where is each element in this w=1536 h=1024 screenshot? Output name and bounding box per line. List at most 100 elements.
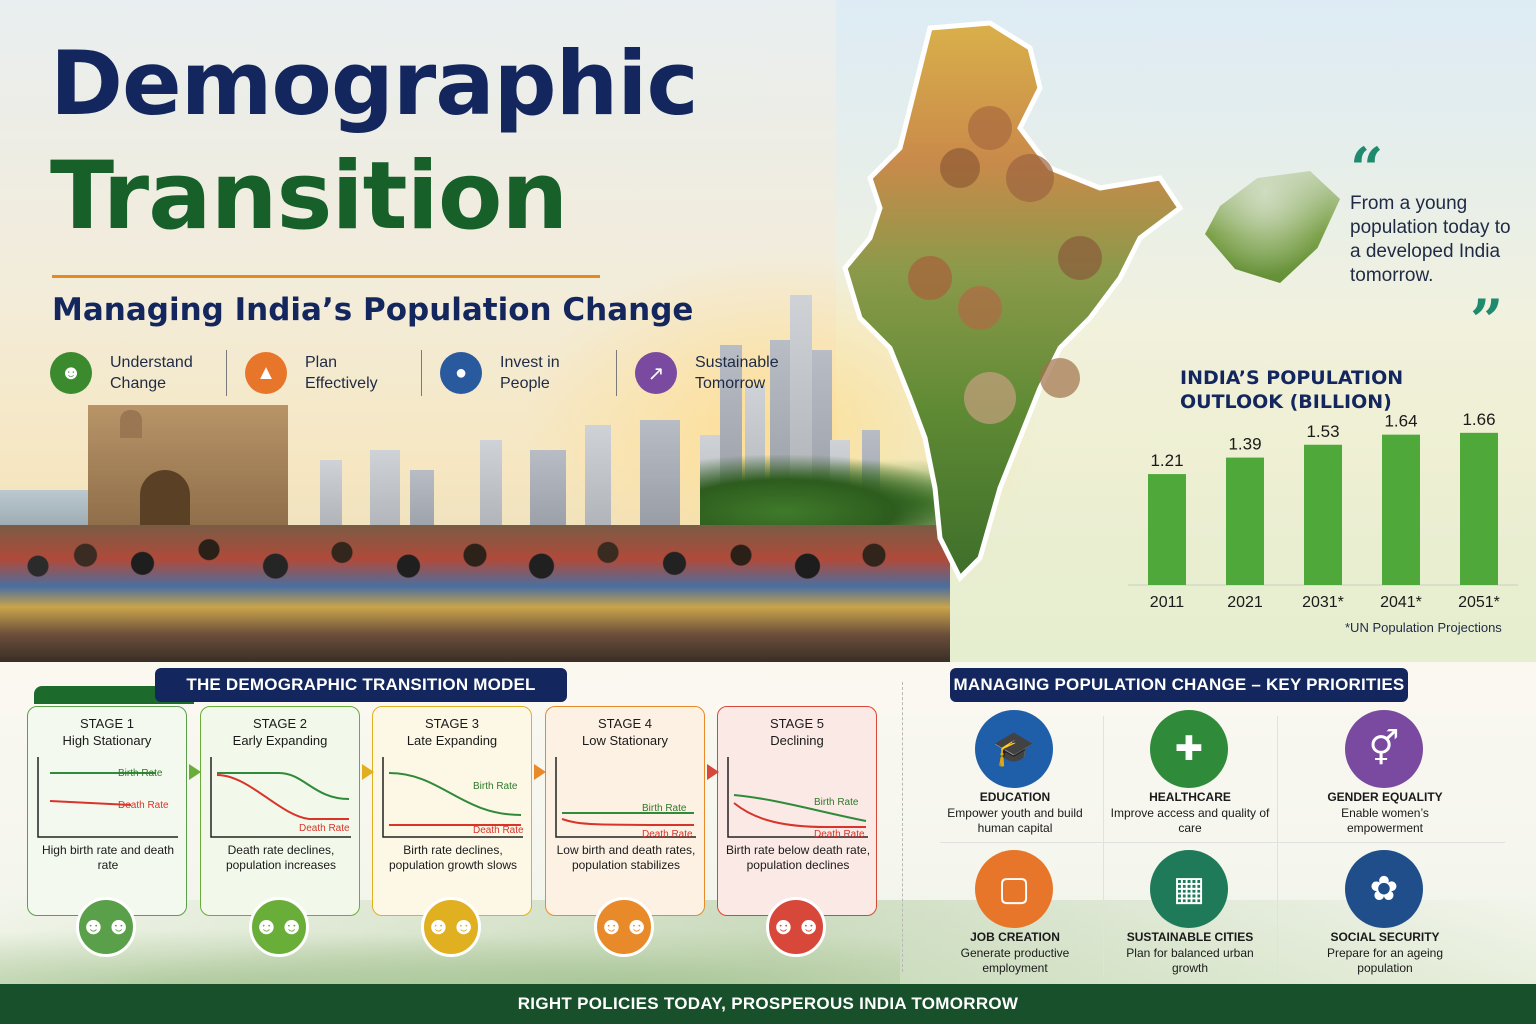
bar-value-label: 1.66 <box>1462 410 1495 429</box>
trend-up-icon: ↗ <box>635 352 677 394</box>
stage-card-5: STAGE 5 Declining Birth Rate Death Rate Birt… <box>717 706 877 957</box>
stage-name: High Stationary <box>62 733 152 748</box>
chart-footnote: *UN Population Projections <box>1345 620 1502 635</box>
death-rate-line <box>49 800 132 806</box>
graph-axis <box>555 757 696 838</box>
priority-title: GENDER EQUALITY <box>1327 790 1443 804</box>
title-divider <box>52 275 600 278</box>
bar-2021 <box>1226 457 1264 585</box>
growth-chart-icon: ▲ <box>245 352 287 394</box>
graph-axis <box>210 757 351 838</box>
section-divider <box>902 682 903 972</box>
priority-gender-equality: ⚥ GENDER EQUALITY Enable women’s empower… <box>1295 710 1475 840</box>
bar-2051 <box>1460 432 1498 585</box>
priority-title: EDUCATION <box>979 790 1051 804</box>
graph-axis <box>727 757 868 838</box>
bar-chart-svg: 1.21 2011 1.39 2021 1.53 2031* 1.64 2041* 1.66 20… <box>1128 410 1518 611</box>
stage-title: STAGE 1 High Stationary <box>28 715 186 749</box>
priority-title: HEALTHCARE <box>1149 790 1231 804</box>
hero-section: Demographic Transition Managing India’s … <box>0 0 1536 662</box>
birth-rate-label: Birth Rate <box>473 781 518 792</box>
stage-title: STAGE 4 Low Stationary <box>546 715 704 749</box>
family-icon: ☻☻ <box>421 897 481 957</box>
stage-title: STAGE 5 Declining <box>718 715 876 749</box>
bar-value-label: 1.21 <box>1150 451 1183 470</box>
stage-card-4: STAGE 4 Low Stationary Birth Rate Death Rat… <box>545 706 705 957</box>
death-rate-label: Death Rate <box>473 825 524 836</box>
priority-separator <box>940 842 1505 843</box>
pillars-row: ☻ Understand Change ▲ Plan Effectively ●… <box>50 350 829 396</box>
pillar-plan-effectively: ▲ Plan Effectively <box>245 350 422 396</box>
pillar-label: Sustainable Tomorrow <box>695 354 779 392</box>
birth-rate-line <box>733 794 867 822</box>
bar-value-label: 1.39 <box>1228 435 1261 454</box>
page-title-line1: Demographic <box>50 32 699 135</box>
pillar-invest-in-people: ● Invest in People <box>440 350 617 396</box>
stage-description: Low birth and death rates, population st… <box>556 843 696 872</box>
priority-desc: Empower youth and build human capital <box>947 806 1083 835</box>
bar-2031 <box>1304 444 1342 585</box>
group-icon: ● <box>440 352 482 394</box>
priority-title: JOB CREATION <box>970 930 1060 944</box>
stage-number: STAGE 2 <box>253 716 307 731</box>
priority-social-security: ✿ SOCIAL SECURITY Prepare for an ageing … <box>1295 850 1475 980</box>
death-rate-line <box>561 818 695 826</box>
pillar-label: Understand Change <box>110 354 193 392</box>
city-icon: ▦ <box>1150 850 1228 928</box>
medical-kit-icon: ✚ <box>1150 710 1228 788</box>
stage-graph: Birth Rate Death Rate <box>555 757 696 839</box>
birth-rate-label: Birth Rate <box>814 797 859 808</box>
pillar-label: Plan Effectively <box>305 354 378 392</box>
caring-hands-icon: ✿ <box>1345 850 1423 928</box>
page-subtitle: Managing India’s Population Change <box>52 292 694 328</box>
stage-title: STAGE 3 Late Expanding <box>373 715 531 749</box>
bar-value-label: 1.53 <box>1306 422 1339 441</box>
stage-name: Declining <box>770 733 824 748</box>
birth-rate-label: Birth Rate <box>118 768 163 779</box>
death-rate-label: Death Rate <box>642 829 693 839</box>
birth-rate-label: Birth Rate <box>642 803 687 814</box>
death-rate-label: Death Rate <box>814 829 865 839</box>
stage-title: STAGE 2 Early Expanding <box>201 715 359 749</box>
bar-2011 <box>1148 474 1186 585</box>
model-heading: THE DEMOGRAPHIC TRANSITION MODEL <box>155 668 567 702</box>
death-rate-line <box>216 774 349 820</box>
india-map-shape <box>842 20 1184 583</box>
briefcase-icon: ▢ <box>975 850 1053 928</box>
priority-desc: Enable women’s empowerment <box>1341 806 1429 835</box>
birth-rate-line <box>388 772 522 816</box>
stage-arrow <box>362 764 374 780</box>
graph-axis <box>382 757 523 838</box>
bar-category-label: 2041* <box>1380 594 1422 611</box>
priorities-heading: MANAGING POPULATION CHANGE – KEY PRIORIT… <box>950 668 1408 702</box>
priority-separator <box>1103 716 1104 976</box>
people-icon: ☻ <box>50 352 92 394</box>
pillar-sustainable-tomorrow: ↗ Sustainable Tomorrow <box>635 350 811 396</box>
stage-graph: Birth Rate Death Rate <box>37 757 178 838</box>
death-rate-line <box>733 802 866 828</box>
stage-card-2: STAGE 2 Early Expanding Death Rate Death ra… <box>200 706 360 957</box>
priority-sustainable-cities: ▦ SUSTAINABLE CITIES Plan for balanced u… <box>1100 850 1280 980</box>
priority-healthcare: ✚ HEALTHCARE Improve access and quality … <box>1100 710 1280 840</box>
death-rate-label: Death Rate <box>299 823 350 834</box>
stage-arrow <box>189 764 201 780</box>
stage-name: Low Stationary <box>582 733 668 748</box>
population-bar-chart: 1.21 2011 1.39 2021 1.53 2031* 1.64 2041* 1.66 20… <box>1128 410 1518 611</box>
birth-rate-line <box>217 772 350 800</box>
priorities-grid: 🎓 EDUCATION Empower youth and build huma… <box>925 710 1515 980</box>
family-icon: ☻☻ <box>249 897 309 957</box>
quote-close-mark: ” <box>1470 287 1504 355</box>
pillar-understand-change: ☻ Understand Change <box>50 350 227 396</box>
quote-text: From a young population today to a devel… <box>1350 193 1511 286</box>
stage-description: Birth rate below death rate, population … <box>725 843 871 872</box>
stage-description: High birth rate and death rate <box>41 843 175 872</box>
india-map <box>840 18 1200 598</box>
bar-category-label: 2021 <box>1227 594 1263 611</box>
stage-card-1: STAGE 1 High Stationary Birth Rate Death Ra… <box>27 706 187 957</box>
priority-desc: Plan for balanced urban growth <box>1126 946 1254 975</box>
priority-desc: Generate productive employment <box>960 946 1070 975</box>
heading-accent <box>34 686 194 704</box>
pillar-label: Invest in People <box>500 354 560 392</box>
stage-description: Death rate declines, population increase… <box>225 843 337 872</box>
bar-category-label: 2031* <box>1302 594 1344 611</box>
